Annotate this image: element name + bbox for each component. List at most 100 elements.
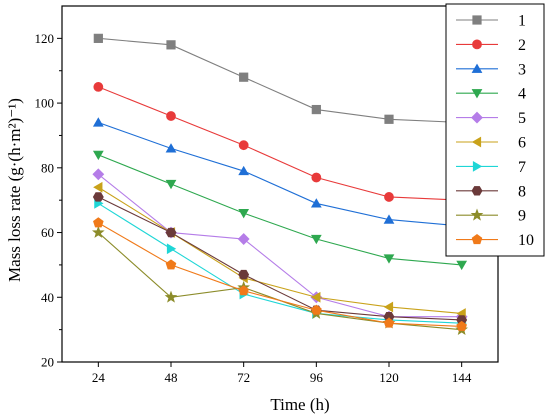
series-line bbox=[98, 86, 462, 201]
data-point bbox=[92, 225, 105, 238]
legend: 1 2 3 4 5 6 7 8 9 10 bbox=[445, 3, 545, 257]
data-point bbox=[311, 172, 322, 183]
data-point bbox=[93, 82, 104, 92]
series-6 bbox=[93, 181, 466, 319]
series-10 bbox=[93, 217, 467, 331]
data-point bbox=[92, 117, 104, 127]
data-point bbox=[238, 285, 249, 296]
legend-label: 3 bbox=[518, 61, 526, 78]
y-tick-label: 100 bbox=[35, 96, 55, 111]
series-line bbox=[98, 37, 462, 124]
data-point bbox=[166, 111, 176, 121]
data-point bbox=[165, 143, 177, 153]
data-point bbox=[384, 114, 394, 124]
x-tick-label: 120 bbox=[379, 370, 399, 385]
legend-label: 10 bbox=[518, 232, 534, 249]
legend-entry: 6 bbox=[456, 135, 526, 152]
x-axis: 24 48 72 96 120 144 bbox=[92, 362, 472, 385]
data-point bbox=[383, 317, 395, 328]
data-point bbox=[165, 179, 177, 190]
legend-entry: 5 bbox=[456, 110, 526, 127]
legend-marker bbox=[471, 234, 483, 245]
y-tick-label: 60 bbox=[41, 225, 54, 240]
legend-entry: 2 bbox=[456, 37, 526, 54]
legend-marker bbox=[472, 39, 482, 50]
series-3 bbox=[92, 117, 468, 231]
legend-label: 8 bbox=[518, 183, 526, 200]
data-point bbox=[238, 269, 250, 280]
series-line bbox=[98, 196, 462, 321]
x-tick-label: 96 bbox=[310, 370, 324, 385]
x-tick-label: 72 bbox=[237, 370, 250, 385]
data-point bbox=[238, 165, 250, 176]
data-point bbox=[310, 198, 322, 208]
legend-label: 4 bbox=[518, 86, 526, 103]
legend-marker bbox=[472, 15, 482, 25]
data-point bbox=[92, 150, 104, 161]
series-line bbox=[97, 232, 462, 331]
legend-entry: 8 bbox=[456, 183, 526, 200]
data-point bbox=[239, 72, 249, 82]
legend-label: 1 bbox=[518, 13, 526, 30]
y-tick-label: 80 bbox=[41, 160, 54, 175]
series-2 bbox=[93, 82, 467, 206]
y-tick-label: 40 bbox=[41, 290, 54, 305]
series-1 bbox=[93, 33, 467, 128]
data-point bbox=[93, 181, 103, 193]
legend-label: 5 bbox=[518, 110, 526, 127]
legend-marker bbox=[472, 161, 483, 172]
series-line bbox=[97, 173, 462, 318]
legend-marker bbox=[470, 208, 484, 221]
legend-label: 7 bbox=[518, 159, 526, 176]
series-5 bbox=[92, 168, 468, 323]
data-point bbox=[165, 259, 177, 270]
series-line bbox=[98, 121, 462, 227]
legend-entry: 10 bbox=[456, 232, 534, 249]
data-point bbox=[93, 217, 104, 228]
series-layer bbox=[92, 33, 468, 336]
legend-marker bbox=[471, 186, 483, 196]
y-axis: 20 40 60 80 100 120 bbox=[35, 31, 62, 370]
x-tick-label: 48 bbox=[165, 370, 178, 385]
data-point bbox=[166, 40, 176, 50]
legend-entry: 9 bbox=[456, 208, 526, 225]
legend-entry: 7 bbox=[456, 159, 526, 176]
y-axis-title: Mass loss rate (g·(h·m²)⁻¹) bbox=[5, 98, 24, 282]
legend-label: 9 bbox=[518, 208, 526, 225]
data-point bbox=[456, 320, 467, 331]
legend-label: 6 bbox=[518, 135, 526, 152]
series-line bbox=[98, 154, 462, 266]
data-point bbox=[383, 301, 394, 313]
data-point bbox=[311, 304, 322, 315]
legend-entry: 1 bbox=[456, 13, 526, 30]
y-tick-label: 120 bbox=[35, 31, 55, 46]
legend-entry: 3 bbox=[456, 61, 526, 78]
data-point bbox=[165, 227, 177, 238]
x-axis-title: Time (h) bbox=[270, 395, 329, 414]
legend-marker bbox=[471, 89, 483, 99]
data-point bbox=[238, 209, 250, 219]
data-point bbox=[238, 140, 249, 151]
data-point bbox=[311, 104, 321, 115]
data-point bbox=[310, 234, 322, 245]
series-8 bbox=[92, 192, 468, 325]
legend-marker bbox=[471, 136, 482, 148]
legend-entry: 4 bbox=[456, 86, 526, 103]
data-point bbox=[237, 233, 250, 245]
data-point bbox=[456, 260, 468, 271]
legend-label: 2 bbox=[518, 37, 526, 54]
data-point bbox=[311, 291, 321, 303]
data-point bbox=[92, 168, 105, 181]
x-tick-label: 144 bbox=[452, 370, 472, 385]
data-point bbox=[164, 290, 178, 303]
data-point bbox=[383, 254, 395, 264]
legend-marker bbox=[471, 111, 483, 124]
legend-box bbox=[445, 3, 545, 257]
data-point bbox=[384, 192, 394, 202]
legend-marker bbox=[471, 63, 483, 73]
y-tick-label: 20 bbox=[41, 355, 54, 370]
series-4 bbox=[92, 150, 468, 271]
data-point bbox=[92, 192, 104, 202]
data-point bbox=[93, 33, 103, 43]
